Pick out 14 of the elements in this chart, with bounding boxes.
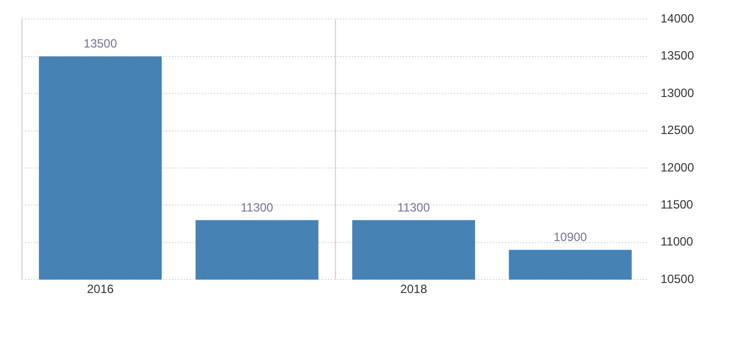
y-tick-label: 12000 [660, 160, 694, 174]
data-label: 11300 [240, 200, 274, 214]
data-label: 13500 [84, 36, 118, 51]
x-tick-label: 2016 [86, 282, 114, 296]
x-tick-label: 2018 [400, 282, 428, 296]
y-tick-label: 10500 [660, 272, 694, 286]
y-tick-label: 13000 [660, 86, 694, 100]
y-tick-label: 11000 [660, 234, 694, 249]
y-tick-label: 11500 [660, 198, 694, 212]
y-tick-label: 13500 [660, 48, 694, 63]
y-tick-label: 14000 [660, 12, 694, 26]
y-tick-label: 12500 [660, 123, 694, 138]
data-label: 10900 [554, 230, 588, 244]
data-label: 11300 [397, 200, 430, 214]
